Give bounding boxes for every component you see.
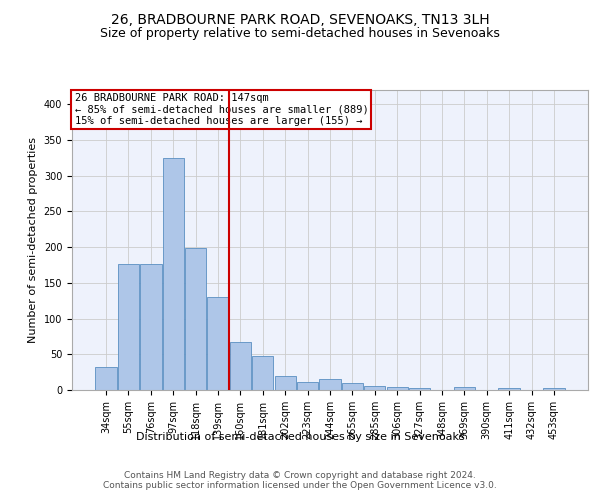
Bar bbox=[163, 158, 184, 390]
Bar bbox=[409, 388, 430, 390]
Bar bbox=[342, 383, 363, 390]
Bar bbox=[364, 386, 385, 390]
Text: Contains HM Land Registry data © Crown copyright and database right 2024.
Contai: Contains HM Land Registry data © Crown c… bbox=[103, 470, 497, 490]
Bar bbox=[297, 382, 318, 390]
Bar bbox=[230, 342, 251, 390]
Bar bbox=[454, 387, 475, 390]
Bar bbox=[386, 387, 408, 390]
Text: 26, BRADBOURNE PARK ROAD, SEVENOAKS, TN13 3LH: 26, BRADBOURNE PARK ROAD, SEVENOAKS, TN1… bbox=[110, 12, 490, 26]
Bar bbox=[252, 356, 274, 390]
Bar bbox=[118, 264, 139, 390]
Bar bbox=[185, 248, 206, 390]
Bar bbox=[140, 264, 161, 390]
Text: Size of property relative to semi-detached houses in Sevenoaks: Size of property relative to semi-detach… bbox=[100, 28, 500, 40]
Text: Distribution of semi-detached houses by size in Sevenoaks: Distribution of semi-detached houses by … bbox=[136, 432, 464, 442]
Text: 26 BRADBOURNE PARK ROAD: 147sqm
← 85% of semi-detached houses are smaller (889)
: 26 BRADBOURNE PARK ROAD: 147sqm ← 85% of… bbox=[74, 93, 368, 126]
Bar bbox=[95, 367, 117, 390]
Bar bbox=[499, 388, 520, 390]
Bar bbox=[543, 388, 565, 390]
Bar bbox=[319, 380, 341, 390]
Y-axis label: Number of semi-detached properties: Number of semi-detached properties bbox=[28, 137, 38, 343]
Bar bbox=[208, 297, 229, 390]
Bar bbox=[275, 376, 296, 390]
